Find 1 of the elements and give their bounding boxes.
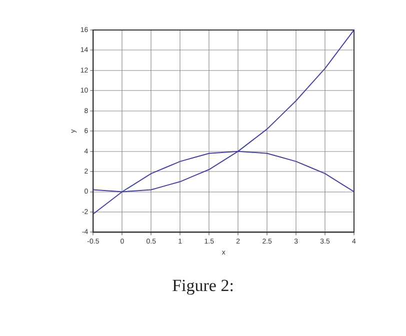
caption: Figure 2: bbox=[171, 276, 235, 296]
